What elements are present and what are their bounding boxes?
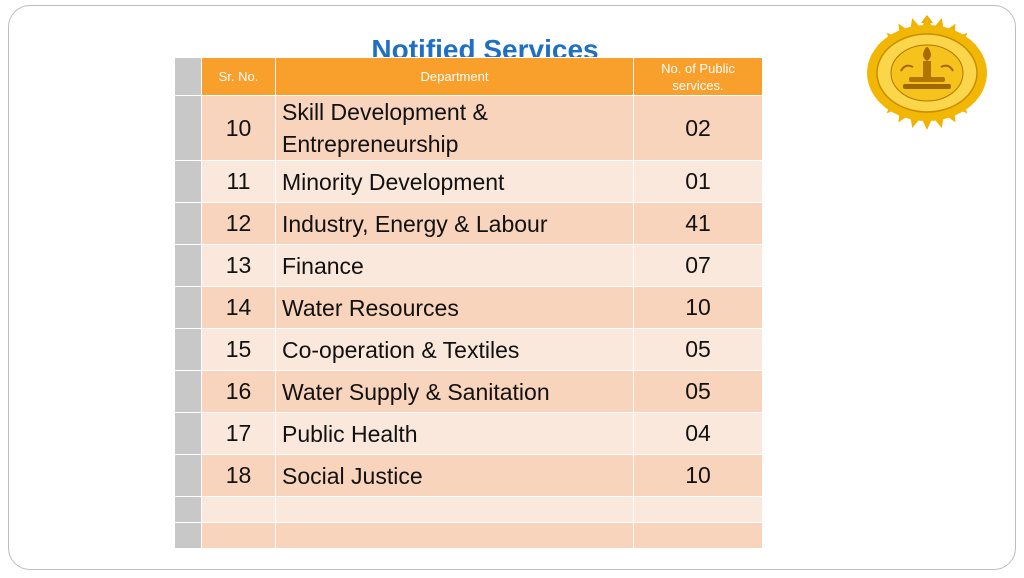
department-cell: Water Resources: [275, 286, 634, 329]
department-cell: Finance: [275, 244, 634, 287]
table-row: 11 Minority Development 01: [174, 160, 763, 203]
table-header-row: Sr. No. Department No. of Public service…: [174, 57, 763, 96]
sr-no-cell: 10: [201, 95, 276, 161]
services-count-cell: 41: [633, 202, 763, 245]
row-gutter: [174, 57, 202, 96]
table-row: 15 Co-operation & Textiles 05: [174, 328, 763, 371]
sr-no-cell: 11: [201, 160, 276, 203]
services-count-cell: 04: [633, 412, 763, 455]
row-gutter: [174, 202, 202, 245]
sr-no-cell: 16: [201, 370, 276, 413]
sr-no-cell: 13: [201, 244, 276, 287]
empty-cell: [633, 496, 763, 523]
empty-cell: [201, 496, 276, 523]
header-sr-no: Sr. No.: [201, 57, 276, 96]
table-row: 12 Industry, Energy & Labour 41: [174, 202, 763, 245]
department-cell: Social Justice: [275, 454, 634, 497]
services-count-cell: 10: [633, 454, 763, 497]
row-gutter: [174, 328, 202, 371]
services-count-cell: 05: [633, 328, 763, 371]
empty-row: [174, 496, 763, 523]
services-count-cell: 02: [633, 95, 763, 161]
empty-cell: [201, 522, 276, 549]
row-gutter: [174, 522, 202, 549]
government-seal-icon: [867, 15, 987, 130]
sr-no-cell: 17: [201, 412, 276, 455]
sr-no-cell: 15: [201, 328, 276, 371]
table-row: 14 Water Resources 10: [174, 286, 763, 329]
department-cell: Water Supply & Sanitation: [275, 370, 634, 413]
department-cell: Skill Development & Entrepreneurship: [275, 95, 634, 161]
department-cell: Co-operation & Textiles: [275, 328, 634, 371]
empty-cell: [275, 522, 634, 549]
empty-cell: [633, 522, 763, 549]
sr-no-cell: 12: [201, 202, 276, 245]
department-cell: Public Health: [275, 412, 634, 455]
row-gutter: [174, 412, 202, 455]
services-count-cell: 10: [633, 286, 763, 329]
department-line1: Skill Development &: [282, 99, 488, 125]
services-count-cell: 05: [633, 370, 763, 413]
slide-title: Notified Services: [371, 34, 599, 60]
row-gutter: [174, 160, 202, 203]
sr-no-cell: 18: [201, 454, 276, 497]
department-cell: Industry, Energy & Labour: [275, 202, 634, 245]
services-count-cell: 01: [633, 160, 763, 203]
header-department: Department: [275, 57, 634, 96]
department-cell: Minority Development: [275, 160, 634, 203]
row-gutter: [174, 496, 202, 523]
row-gutter: [174, 454, 202, 497]
table-row: 10 Skill Development & Entrepreneurship …: [174, 95, 763, 161]
row-gutter: [174, 286, 202, 329]
services-count-cell: 07: [633, 244, 763, 287]
table-row: 18 Social Justice 10: [174, 454, 763, 497]
row-gutter: [174, 95, 202, 161]
header-count-line2: services.: [672, 77, 724, 93]
header-count-line1: No. of Public: [661, 60, 735, 76]
sr-no-cell: 14: [201, 286, 276, 329]
header-public-services: No. of Public services.: [633, 57, 763, 96]
services-table: Sr. No. Department No. of Public service…: [174, 57, 763, 550]
empty-cell: [275, 496, 634, 523]
table-row: 17 Public Health 04: [174, 412, 763, 455]
table-row: 16 Water Supply & Sanitation 05: [174, 370, 763, 413]
empty-row: [174, 522, 763, 549]
row-gutter: [174, 370, 202, 413]
row-gutter: [174, 244, 202, 287]
table-row: 13 Finance 07: [174, 244, 763, 287]
department-line2: Entrepreneurship: [282, 131, 459, 157]
